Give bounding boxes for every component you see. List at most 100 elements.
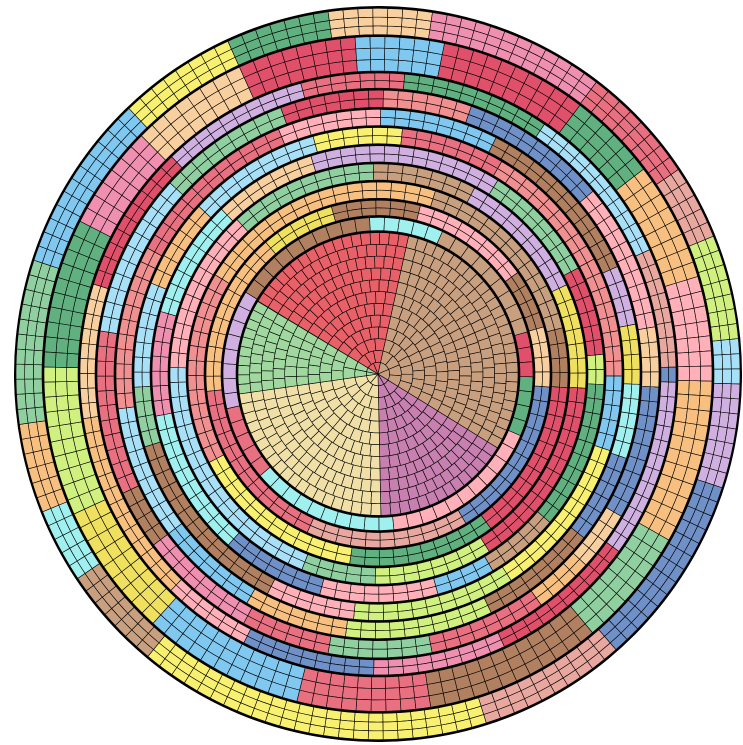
ring-cell [386, 135, 402, 146]
core-cell [249, 381, 263, 393]
ring-cell [675, 393, 689, 410]
core-cell [446, 360, 460, 372]
ring-cell [389, 620, 405, 631]
ring-cell [343, 665, 360, 675]
ring-cell [539, 386, 550, 403]
ring-cell [68, 408, 83, 424]
ring-cell [413, 38, 431, 53]
ring-cell [378, 516, 395, 531]
core-cell [423, 365, 437, 377]
ring-cell [646, 400, 658, 418]
ring-cell [357, 163, 374, 174]
ring-cell [335, 110, 353, 122]
ring-cell [388, 565, 405, 576]
ring-cell [412, 49, 429, 64]
ring-cell [649, 371, 660, 388]
ring-cell [389, 628, 406, 639]
core-cell [364, 255, 376, 269]
ring-cell [359, 574, 376, 585]
ring-cell [371, 676, 386, 689]
ring-cell [327, 9, 345, 21]
ring-cell [350, 109, 367, 120]
ring-cell [673, 324, 688, 340]
ring-cell [693, 305, 709, 323]
mesh-cells [15, 8, 741, 740]
ring-cell [622, 383, 633, 399]
ring-cell [586, 383, 597, 399]
ring-cell [105, 346, 116, 363]
ring-cell [400, 26, 417, 38]
ring-cell [534, 371, 543, 387]
ring-cell [329, 74, 347, 85]
ring-cell [116, 392, 127, 410]
ring-cell [397, 59, 413, 74]
ring-cell [177, 352, 188, 369]
ring-cell [357, 676, 373, 689]
ring-cell [677, 366, 690, 381]
ring-cell [379, 538, 396, 549]
core-cell [505, 361, 519, 373]
ring-cell [66, 352, 79, 368]
ring-cell [323, 726, 340, 738]
ring-cell [341, 48, 357, 62]
ring-cell [142, 386, 152, 402]
ring-cell [47, 425, 63, 443]
ring-cell [105, 361, 115, 377]
ring-cell [44, 396, 58, 413]
ring-cell [398, 48, 414, 62]
core-cell [505, 371, 519, 383]
ring-cell [357, 639, 374, 650]
ring-cell [387, 163, 404, 174]
ring-cell [357, 8, 374, 19]
core-cell [494, 373, 507, 385]
ring-cell [338, 719, 355, 731]
ring-cell [55, 366, 68, 383]
ring-cell [533, 357, 543, 373]
ring-cell [87, 387, 97, 404]
ring-cell [595, 369, 605, 385]
ring-cell [33, 335, 45, 352]
ring-cell [374, 575, 391, 585]
ring-cell [698, 395, 712, 412]
ring-cell [401, 646, 418, 658]
ring-cell [195, 360, 205, 376]
ring-cell [541, 371, 551, 388]
core-cell [369, 232, 381, 245]
ring-cell [649, 356, 660, 373]
ring-cell [611, 390, 622, 407]
ring-cell [134, 341, 145, 358]
core-cell [249, 372, 262, 383]
ring-cell [98, 330, 110, 348]
ring-cell [205, 375, 215, 392]
core-cell [370, 267, 382, 281]
ring-cell [338, 90, 355, 102]
ring-cell [338, 608, 355, 620]
ring-cell [98, 404, 110, 422]
ring-cell [360, 629, 376, 639]
ring-cell [387, 8, 404, 19]
ring-cell [379, 531, 395, 541]
ring-cell [380, 117, 396, 127]
core-cell [360, 267, 373, 282]
core-cell [261, 370, 274, 381]
ring-cell [613, 375, 623, 392]
ring-cell [369, 217, 385, 232]
core-cell [435, 371, 449, 383]
ring-cell [382, 712, 398, 723]
ring-cell [358, 171, 374, 182]
ring-cell [639, 342, 651, 359]
ring-cell [115, 378, 126, 395]
core-cell [272, 377, 286, 390]
ring-cell [357, 648, 374, 659]
ring-cell [660, 366, 669, 383]
ring-cell [514, 331, 531, 350]
ring-cell [374, 72, 391, 82]
ring-cell [374, 629, 391, 639]
ring-cell [612, 345, 622, 362]
ring-cell [45, 410, 60, 428]
ring-cell [369, 145, 385, 155]
ring-cell [368, 611, 384, 621]
ring-cell [401, 8, 418, 20]
ring-cell [519, 361, 534, 378]
core-cell [307, 374, 321, 385]
